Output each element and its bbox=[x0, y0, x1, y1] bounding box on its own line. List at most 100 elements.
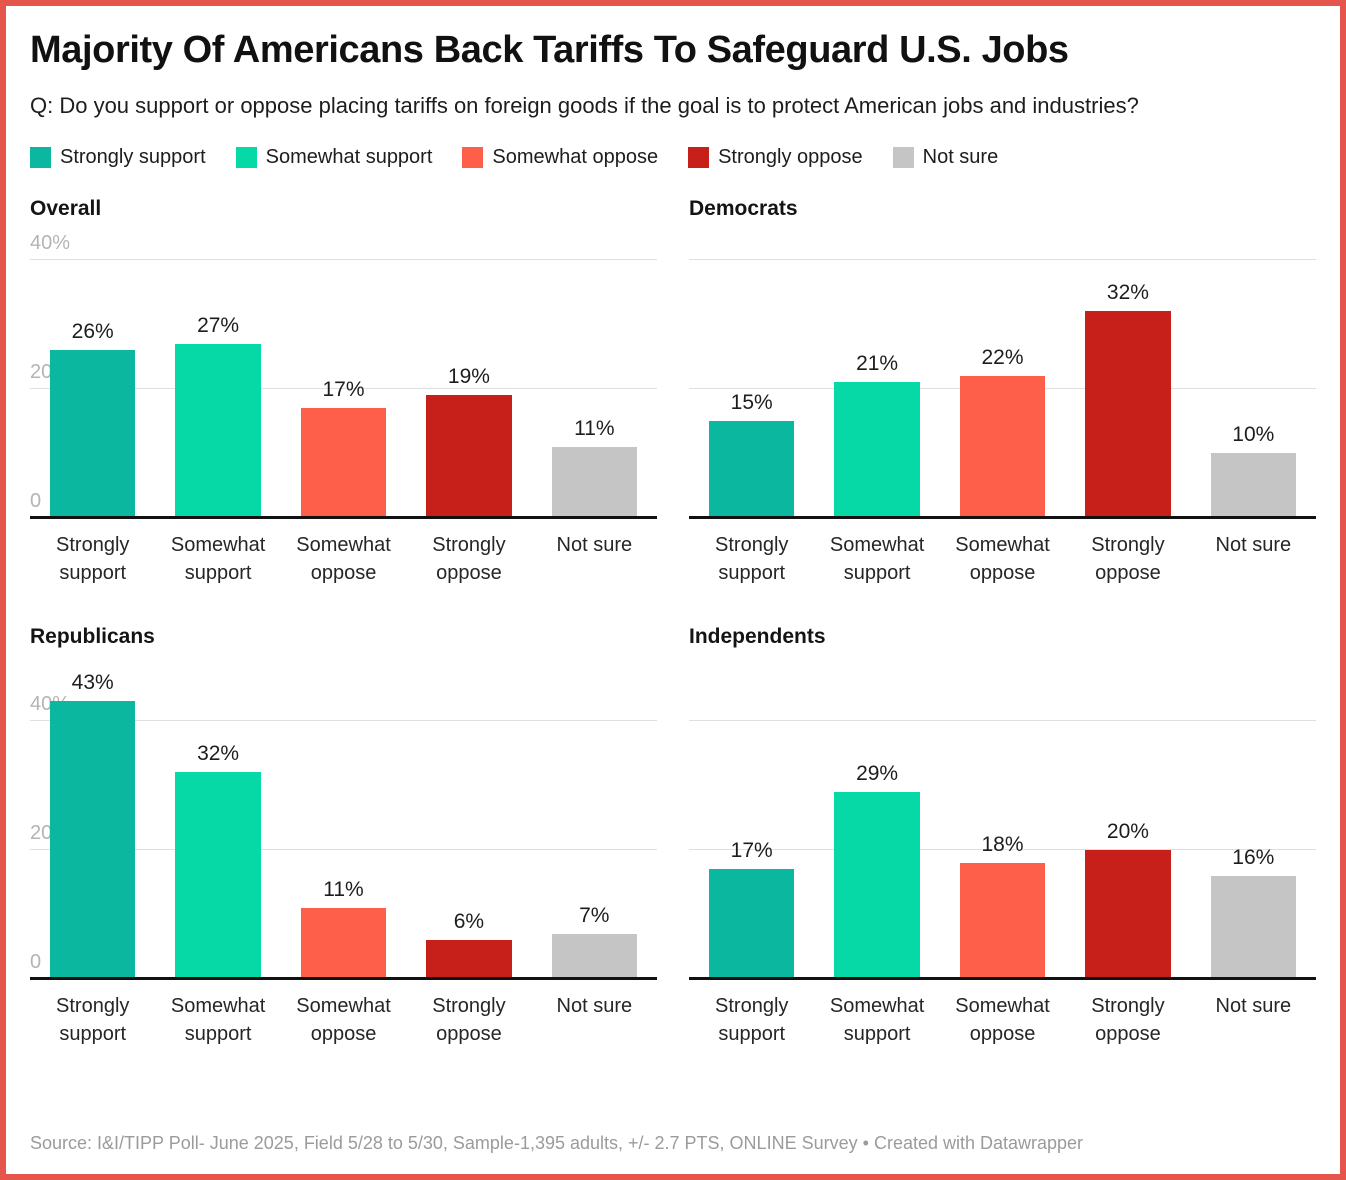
bar-somewhat-support: 32% bbox=[175, 742, 261, 979]
bar-strongly-support: 43% bbox=[50, 671, 136, 979]
legend-swatch bbox=[30, 146, 51, 168]
bar-value-label: 32% bbox=[197, 742, 240, 766]
y-tick-label: 0 bbox=[30, 489, 42, 512]
x-axis-baseline bbox=[689, 976, 1316, 980]
category-label: Strongly support bbox=[715, 994, 789, 1045]
category-label: Not sure bbox=[556, 533, 633, 556]
bar-value-label: 11% bbox=[323, 877, 364, 901]
bar-not-sure: 16% bbox=[1210, 846, 1296, 979]
category-labels-row: Strongly support Somewhat support Somewhat… bbox=[689, 518, 1316, 587]
legend-label: Strongly support bbox=[60, 145, 206, 168]
legend-item: Somewhat oppose bbox=[462, 146, 658, 169]
bar-slot: 18% bbox=[940, 654, 1065, 979]
y-tick-label: 20 bbox=[30, 821, 53, 844]
legend-label: Somewhat oppose bbox=[492, 145, 659, 168]
legend-swatch bbox=[235, 146, 257, 168]
y-tick-label: 20 bbox=[30, 360, 53, 383]
x-axis-baseline bbox=[30, 976, 657, 980]
bar-value-label: 15% bbox=[730, 390, 773, 414]
gridline bbox=[689, 258, 1316, 260]
category-label: Not sure bbox=[1215, 533, 1292, 556]
bar-value-label: 32% bbox=[1106, 281, 1149, 305]
legend-swatch bbox=[892, 146, 914, 168]
category-label: Not sure bbox=[556, 994, 633, 1017]
legend: Strongly support Somewhat support Somewhat… bbox=[30, 146, 1316, 169]
bar-slot: 17% bbox=[689, 654, 814, 979]
gridline bbox=[30, 719, 657, 721]
bar-slot: 27% bbox=[155, 226, 280, 518]
bar-slot: 32% bbox=[1065, 226, 1190, 518]
bar-somewhat-support: 29% bbox=[834, 762, 920, 979]
datawrapper-attribution-link[interactable]: Created with Datawrapper bbox=[873, 1133, 1084, 1153]
panels-grid: Overall 0 20 40% 26% 27% 17% 19% 11% Strongly sup… bbox=[30, 197, 1316, 1048]
bar-strongly-oppose: 20% bbox=[1085, 820, 1171, 979]
bar-somewhat-support: 27% bbox=[175, 314, 261, 518]
bar-slot: 29% bbox=[814, 654, 939, 979]
bar-slot: 17% bbox=[281, 226, 406, 518]
legend-swatch bbox=[688, 146, 710, 168]
gridline bbox=[30, 258, 657, 260]
bar-not-sure: 7% bbox=[551, 904, 637, 979]
panel-title: Independents bbox=[689, 624, 826, 648]
legend-swatch bbox=[462, 146, 484, 168]
bars-area: 26% 27% 17% 19% 11% bbox=[30, 226, 657, 518]
bar-strongly-oppose: 6% bbox=[426, 910, 512, 979]
gridline bbox=[689, 719, 1316, 721]
panel-plot: 15% 21% 22% 32% 10% bbox=[689, 226, 1316, 519]
category-label: Somewhat oppose bbox=[296, 994, 391, 1045]
bar-slot: 11% bbox=[532, 226, 657, 518]
bar-somewhat-oppose: 17% bbox=[300, 378, 387, 518]
bar-value-label: 21% bbox=[856, 352, 899, 376]
separator-dot: • bbox=[862, 1133, 869, 1153]
bar-somewhat-oppose: 18% bbox=[959, 833, 1046, 979]
legend-item: Strongly support bbox=[30, 146, 206, 169]
bar-strongly-oppose: 19% bbox=[426, 365, 512, 518]
bar-slot: 16% bbox=[1191, 654, 1316, 979]
category-labels-row: Strongly support Somewhat support Somewhat… bbox=[689, 979, 1316, 1048]
bar-value-label: 29% bbox=[856, 761, 899, 785]
panel-title: Overall bbox=[30, 196, 102, 220]
category-labels-row: Strongly support Somewhat support Somewhat… bbox=[30, 979, 657, 1048]
bar-slot: 21% bbox=[814, 226, 939, 518]
bar-somewhat-oppose: 22% bbox=[959, 346, 1046, 518]
bar-slot: 26% bbox=[30, 226, 155, 518]
category-label: Strongly support bbox=[56, 533, 130, 584]
y-tick-label: 40% bbox=[30, 231, 71, 254]
bar-slot: 20% bbox=[1065, 654, 1190, 979]
category-label: Somewhat oppose bbox=[296, 533, 391, 584]
bars-area: 17% 29% 18% 20% 16% bbox=[689, 654, 1316, 979]
category-label: Somewhat support bbox=[829, 994, 925, 1045]
bar-strongly-support: 17% bbox=[709, 839, 795, 979]
panel-plot: 0 20 40% 26% 27% 17% 19% 11% bbox=[30, 226, 657, 519]
category-label: Not sure bbox=[1215, 994, 1292, 1017]
panel-title: Republicans bbox=[30, 624, 155, 648]
category-label: Strongly support bbox=[56, 994, 130, 1045]
legend-label: Strongly oppose bbox=[718, 145, 863, 168]
x-axis-baseline bbox=[689, 515, 1316, 519]
bar-not-sure: 11% bbox=[551, 417, 637, 518]
y-tick-label: 0 bbox=[30, 950, 42, 973]
category-label: Somewhat support bbox=[829, 533, 925, 584]
bar-value-label: 19% bbox=[447, 365, 490, 389]
chart-question: Q: Do you support or oppose placing tari… bbox=[30, 92, 1139, 118]
category-label: Somewhat oppose bbox=[955, 994, 1050, 1045]
bar-slot: 43% bbox=[30, 654, 155, 979]
panel-title: Democrats bbox=[689, 196, 798, 220]
category-label: Somewhat support bbox=[170, 533, 266, 584]
panel-independents: Independents 17% 29% 18% 20% 16% Strongly supp… bbox=[689, 625, 1316, 1048]
category-label: Strongly oppose bbox=[1091, 994, 1165, 1045]
gridline bbox=[30, 848, 657, 850]
gridline bbox=[689, 848, 1316, 850]
panel-democrats: Democrats 15% 21% 22% 32% 10% Strongly support… bbox=[689, 197, 1316, 587]
panel-overall: Overall 0 20 40% 26% 27% 17% 19% 11% Strongly sup… bbox=[30, 197, 657, 587]
bar-value-label: 7% bbox=[579, 903, 610, 927]
legend-label: Not sure bbox=[922, 145, 999, 168]
panel-plot: 17% 29% 18% 20% 16% bbox=[689, 654, 1316, 980]
source-text: Source: I&I/TIPP Poll- June 2025, Field … bbox=[30, 1133, 858, 1153]
bar-slot: 19% bbox=[406, 226, 531, 518]
bar-value-label: 26% bbox=[71, 320, 114, 343]
bar-somewhat-support: 21% bbox=[834, 352, 920, 518]
category-label: Strongly oppose bbox=[432, 994, 506, 1045]
bars-area: 15% 21% 22% 32% 10% bbox=[689, 226, 1316, 518]
